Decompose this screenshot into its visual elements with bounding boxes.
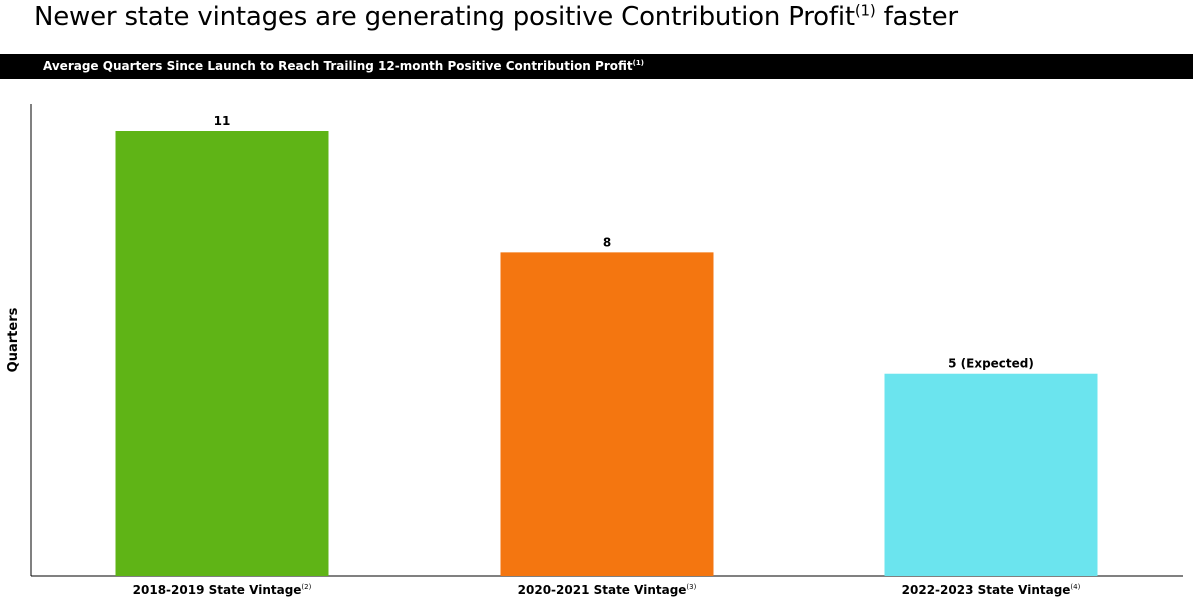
category-label-text: 2018-2019 State Vintage — [133, 583, 302, 597]
bar — [115, 131, 329, 576]
page-title-suffix: faster — [875, 2, 959, 32]
chart-title: Average Quarters Since Launch to Reach T… — [43, 59, 633, 73]
category-label-text: 2020-2021 State Vintage — [518, 583, 687, 597]
page-title-text: Newer state vintages are generating posi… — [34, 2, 855, 32]
chart-marks: Quarters 11 2018-2019 State Vintage(2) 8 202… — [6, 104, 1183, 597]
page-title-footnote: (1) — [854, 1, 876, 20]
category-label-footnote: (2) — [301, 583, 311, 591]
data-label: 11 — [214, 114, 231, 128]
bar — [884, 373, 1098, 576]
category-label-footnote: (4) — [1070, 583, 1080, 591]
chart-title-banner: Average Quarters Since Launch to Reach T… — [0, 54, 1193, 79]
category-label-text: 2022-2023 State Vintage — [902, 583, 1071, 597]
data-label: 8 — [603, 235, 611, 249]
category-label: 2020-2021 State Vintage(3) — [518, 583, 697, 597]
chart-title-footnote: (1) — [632, 59, 644, 67]
page-title: Newer state vintages are generating posi… — [34, 2, 958, 32]
category-label: 2022-2023 State Vintage(4) — [902, 583, 1081, 597]
y-axis-label: Quarters — [6, 307, 21, 372]
data-label: 5 (Expected) — [948, 357, 1034, 371]
category-label: 2018-2019 State Vintage(2) — [133, 583, 312, 597]
bar — [500, 252, 714, 576]
category-label-footnote: (3) — [686, 583, 696, 591]
